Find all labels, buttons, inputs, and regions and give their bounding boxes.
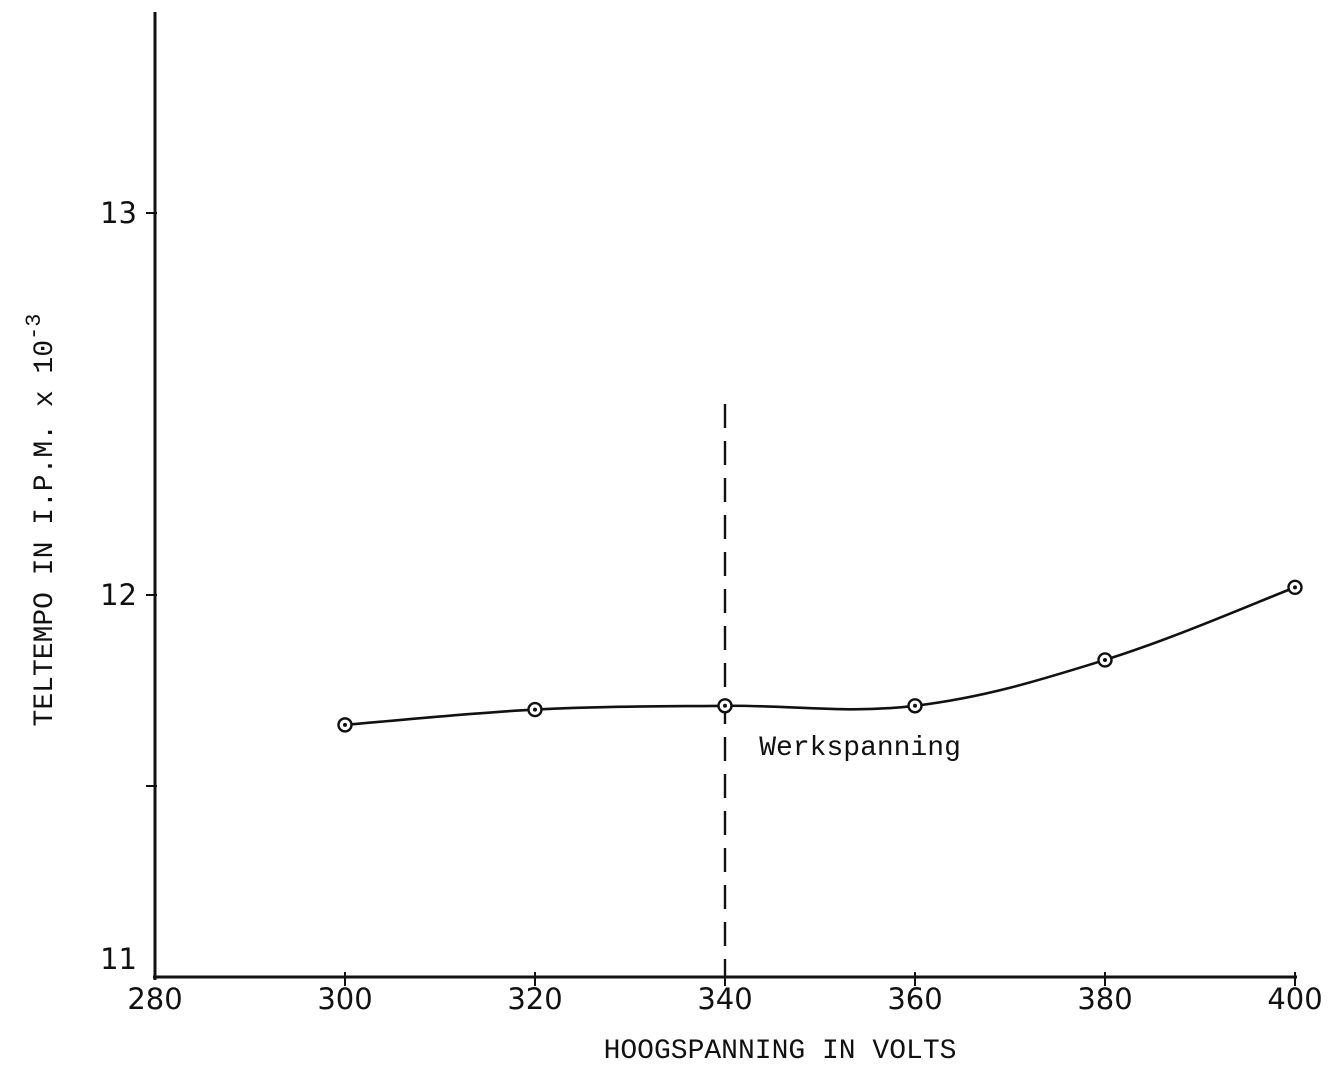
data-point (1097, 652, 1113, 668)
y-axis-label-text: TELTEMPO IN I.P.M. x 10 (30, 340, 61, 726)
data-point (527, 701, 543, 718)
x-tick-label: 340 (697, 982, 752, 1016)
tick-labels: 280 300 320 340 360 380 400 11 12 13 (100, 196, 1323, 1016)
y-axis-label: TELTEMPO IN I.P.M. x 10-3 (22, 314, 61, 727)
y-tick-label: 12 (100, 578, 137, 612)
x-tick-label: 380 (1077, 982, 1132, 1016)
x-tick-label: 360 (887, 982, 942, 1016)
x-axis-label: HOOGSPANNING IN VOLTS (604, 1036, 957, 1067)
x-tick-label: 300 (317, 982, 372, 1016)
series-line (344, 586, 1296, 727)
x-tick-label: 400 (1267, 982, 1322, 1016)
y-tick-label: 11 (100, 942, 137, 976)
data-point (717, 698, 733, 714)
y-tick-label: 13 (100, 196, 137, 230)
data-point (1287, 579, 1303, 596)
y-axis-label-exponent: -3 (22, 314, 47, 340)
data-points (337, 579, 1303, 733)
annotation-werkspanning: Werkspanning (759, 733, 961, 764)
x-tick-label: 320 (507, 982, 562, 1016)
data-point (337, 717, 353, 733)
x-tick-label: 280 (127, 982, 182, 1016)
tick-marks (146, 212, 1296, 986)
data-point (907, 698, 923, 714)
